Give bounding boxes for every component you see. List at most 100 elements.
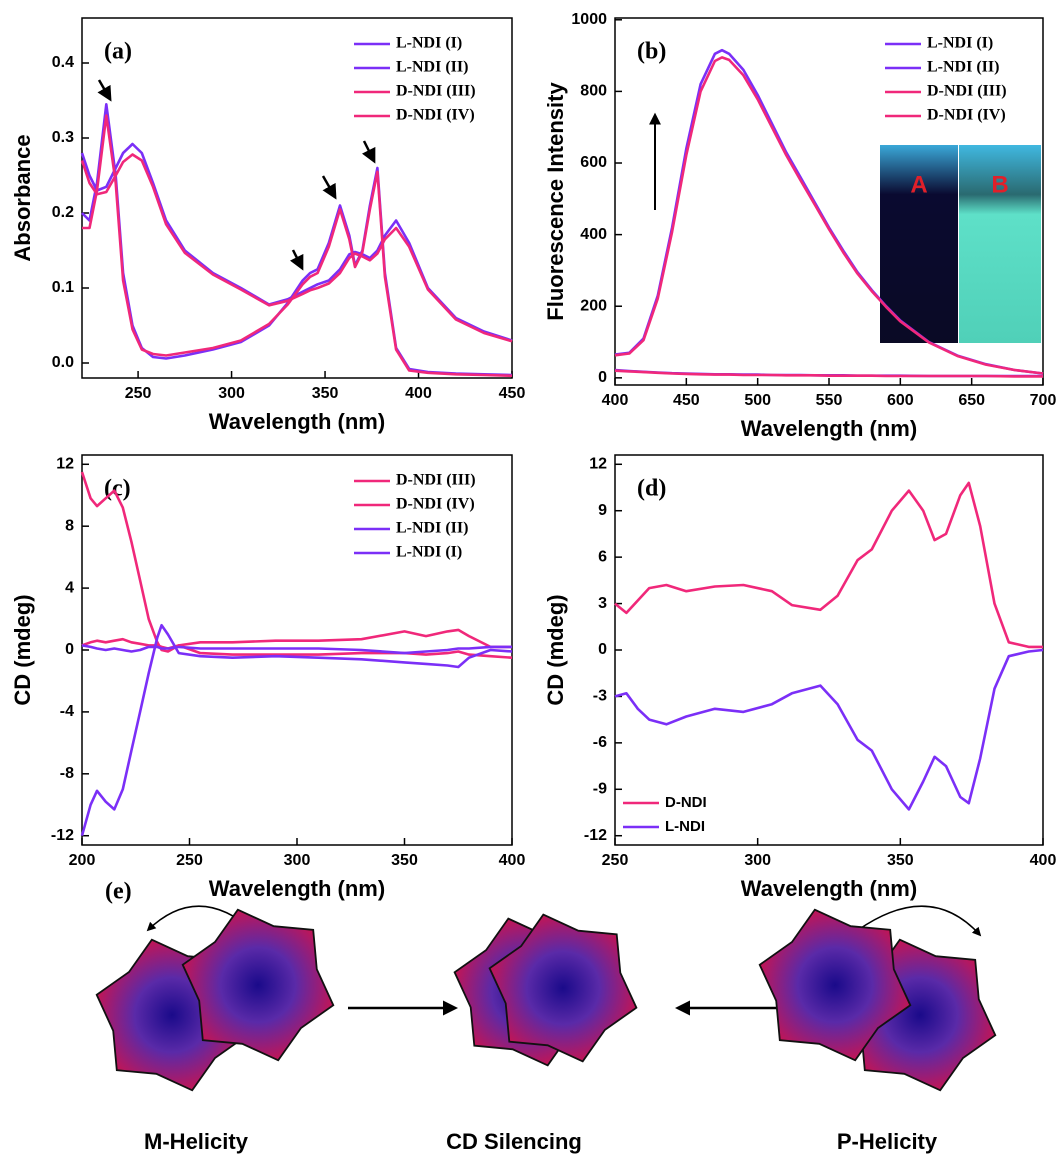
y-tick-label: -4 — [60, 703, 74, 720]
data-line — [81, 644, 512, 655]
y-tick-label: 0.0 — [52, 354, 74, 371]
panel-label: (b) — [637, 39, 666, 65]
scheme-caption: M-Helicity — [144, 1129, 249, 1154]
plot-frame — [614, 454, 1044, 846]
y-tick-label: 600 — [580, 154, 607, 171]
y-tick-label: -8 — [60, 765, 74, 782]
x-tick-label: 650 — [958, 392, 985, 409]
y-tick-label: 9 — [598, 502, 607, 519]
chromophore — [488, 913, 638, 1063]
x-tick-label: 550 — [816, 392, 843, 409]
data-line — [80, 623, 513, 837]
y-axis-label: Absorbance — [10, 134, 35, 261]
y-axis-label: CD (mdeg) — [543, 594, 568, 705]
legend-label: D-NDI (III) — [396, 83, 476, 100]
vial-label: B — [991, 171, 1008, 198]
x-tick-label: 400 — [499, 852, 526, 869]
legend-label: L-NDI (II) — [396, 59, 468, 76]
x-tick-label: 400 — [405, 385, 432, 402]
y-tick-label: 0.2 — [52, 204, 74, 221]
legend-label: L-NDI (II) — [396, 520, 468, 537]
x-tick-label: 400 — [602, 392, 629, 409]
x-axis-label: Wavelength (nm) — [741, 876, 917, 901]
scheme-caption: P-Helicity — [837, 1129, 938, 1154]
x-tick-label: 700 — [1030, 392, 1057, 409]
y-tick-label: 0.3 — [52, 129, 74, 146]
panel-label: (e) — [105, 879, 132, 905]
x-tick-label: 350 — [391, 852, 418, 869]
y-tick-label: 4 — [65, 579, 74, 596]
x-tick-label: 450 — [499, 385, 526, 402]
legend-label: D-NDI (III) — [927, 83, 1007, 100]
legend-label: L-NDI (I) — [396, 35, 462, 52]
chromophore — [181, 908, 335, 1062]
data-line — [614, 56, 1044, 375]
chromophore-stacks — [95, 908, 997, 1092]
x-tick-label: 200 — [69, 852, 96, 869]
legend-label: D-NDI — [665, 794, 707, 811]
data-line — [614, 481, 1043, 649]
legend-label: L-NDI (I) — [396, 544, 462, 561]
y-axis-label: Fluorescence Intensity — [543, 82, 568, 321]
y-tick-label: 12 — [56, 456, 74, 473]
y-tick-label: -3 — [593, 688, 607, 705]
x-tick-label: 500 — [744, 392, 771, 409]
y-tick-label: 12 — [589, 456, 607, 473]
chromophore — [758, 908, 912, 1062]
x-tick-label: 300 — [218, 385, 245, 402]
x-tick-label: 250 — [602, 852, 629, 869]
data-line — [80, 142, 513, 342]
data-line — [81, 103, 513, 377]
legend-label: D-NDI (III) — [396, 472, 476, 489]
data-line — [614, 648, 1044, 811]
y-tick-label: 800 — [580, 83, 607, 100]
legend-label: D-NDI (IV) — [396, 107, 475, 124]
panel-label: (a) — [104, 39, 132, 65]
y-tick-label: -6 — [593, 734, 607, 751]
y-tick-label: 1000 — [571, 11, 607, 28]
x-tick-label: 350 — [887, 852, 914, 869]
y-tick-label: -12 — [584, 827, 607, 844]
y-tick-label: 0.4 — [52, 54, 74, 71]
panel-label: (d) — [637, 476, 666, 502]
y-tick-label: 0 — [598, 369, 607, 386]
scheme-arrows — [146, 905, 982, 1016]
y-tick-label: 0.1 — [52, 279, 74, 296]
y-tick-label: -9 — [593, 781, 607, 798]
y-tick-label: 0 — [65, 641, 74, 658]
plot-frame — [81, 17, 513, 379]
y-tick-label: 0 — [598, 641, 607, 658]
y-tick-label: 200 — [580, 297, 607, 314]
x-tick-label: 250 — [176, 852, 203, 869]
y-tick-label: -12 — [51, 827, 74, 844]
legend-label: L-NDI (II) — [927, 59, 999, 76]
data-line — [82, 114, 513, 378]
legend-label: L-NDI — [665, 818, 705, 835]
y-tick-label: 3 — [598, 595, 607, 612]
x-axis-label: Wavelength (nm) — [209, 409, 385, 434]
y-axis-label: CD (mdeg) — [10, 594, 35, 705]
y-tick-label: 400 — [580, 226, 607, 243]
x-tick-label: 600 — [887, 392, 914, 409]
x-tick-label: 300 — [744, 852, 771, 869]
scheme-caption: CD Silencing — [446, 1129, 582, 1154]
x-tick-label: 400 — [1030, 852, 1057, 869]
x-axis-label: Wavelength (nm) — [741, 416, 917, 441]
y-tick-label: 6 — [598, 548, 607, 565]
x-tick-label: 450 — [673, 392, 700, 409]
peak-arrows — [97, 79, 376, 271]
data-line — [614, 369, 1043, 378]
data-line — [81, 637, 513, 659]
data-line — [80, 153, 513, 343]
legend-label: D-NDI (IV) — [927, 107, 1006, 124]
vial-photo — [649, 112, 1041, 343]
legend-label: L-NDI (I) — [927, 35, 993, 52]
legend-label: D-NDI (IV) — [396, 496, 475, 513]
x-tick-label: 300 — [284, 852, 311, 869]
y-tick-label: 8 — [65, 517, 74, 534]
x-tick-label: 350 — [312, 385, 339, 402]
x-axis-label: Wavelength (nm) — [209, 876, 385, 901]
vial-label: A — [910, 171, 927, 198]
x-tick-label: 250 — [125, 385, 152, 402]
